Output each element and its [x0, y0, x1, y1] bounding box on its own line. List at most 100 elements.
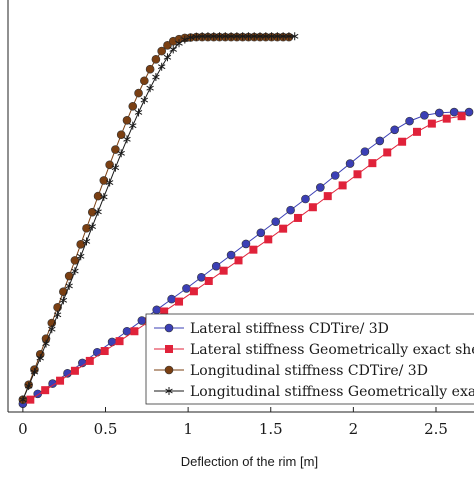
data-point	[204, 32, 212, 41]
data-point	[169, 45, 177, 54]
data-point	[157, 46, 166, 56]
legend-entry: Longitudinal stiffness Geometrically exa	[154, 384, 474, 400]
legend-box	[145, 313, 474, 405]
legend: Lateral stiffness CDTire/ 3D Lateral stif…	[145, 313, 474, 405]
data-point	[256, 32, 264, 41]
data-point	[82, 223, 91, 233]
data-point	[375, 136, 385, 146]
data-point	[301, 194, 310, 204]
data-point	[360, 147, 370, 156]
data-point	[151, 55, 161, 64]
data-point	[152, 73, 160, 82]
data-point	[111, 145, 120, 154]
plot-area	[18, 32, 474, 409]
data-point	[267, 32, 276, 41]
data-point	[256, 228, 266, 238]
legend-label: Lateral stiffness CDTire/ 3D	[190, 321, 389, 337]
data-point	[105, 160, 114, 170]
data-point	[71, 267, 79, 276]
x-tick-label: 0	[18, 420, 28, 438]
series-1	[18, 107, 474, 409]
data-point	[116, 130, 126, 140]
data-point	[41, 386, 50, 395]
data-point	[210, 32, 218, 41]
data-point	[241, 239, 251, 249]
data-point	[221, 32, 230, 41]
data-point	[398, 137, 407, 146]
data-point	[175, 297, 184, 306]
data-point	[405, 116, 414, 126]
data-point	[145, 64, 155, 74]
data-point	[215, 32, 224, 41]
data-point	[249, 245, 258, 254]
data-point	[285, 32, 293, 41]
data-point	[146, 84, 154, 93]
x-axis-title: Deflection of the rim [m]	[181, 454, 318, 469]
data-point	[226, 250, 236, 260]
legend-entry: Lateral stiffness CDTire/ 3D	[154, 321, 389, 337]
series-4	[19, 32, 299, 404]
data-point	[128, 101, 138, 111]
x-tick-label: 2.5	[424, 420, 448, 438]
data-point	[264, 235, 273, 244]
data-point	[442, 114, 451, 123]
legend-label: Lateral stiffness Geometrically exact sh…	[190, 342, 474, 358]
data-point	[316, 183, 325, 192]
data-point	[323, 192, 332, 201]
data-point	[167, 294, 176, 304]
data-point	[100, 347, 109, 356]
data-point	[99, 176, 109, 185]
data-point	[290, 32, 299, 41]
data-point	[457, 112, 466, 121]
data-point	[279, 32, 287, 41]
data-point	[262, 32, 270, 41]
data-point	[100, 192, 108, 201]
data-point	[134, 108, 143, 117]
data-point	[56, 376, 65, 385]
legend-label: Longitudinal stiffness CDTire/ 3D	[190, 363, 428, 379]
data-point	[330, 171, 340, 180]
series-2	[26, 112, 466, 404]
data-point	[233, 32, 241, 41]
data-point	[130, 327, 139, 336]
data-point	[134, 88, 143, 98]
x-axis: Deflection of the rim [m] 0 0.5 1 1.5 2 2.5	[7, 0, 474, 469]
data-point	[219, 266, 228, 275]
data-point	[117, 149, 125, 158]
data-point	[85, 356, 94, 365]
data-point	[273, 32, 282, 41]
data-point	[94, 207, 102, 216]
data-point	[198, 32, 206, 41]
data-point	[48, 325, 56, 334]
data-point	[175, 39, 183, 48]
data-point	[204, 276, 213, 285]
data-point	[464, 107, 474, 117]
legend-swatch-marker	[165, 345, 173, 353]
x-tick-label: 1	[183, 420, 193, 438]
data-point	[26, 395, 35, 404]
data-point	[345, 159, 355, 168]
data-point	[42, 339, 50, 348]
data-point	[87, 207, 97, 217]
data-point	[137, 316, 147, 325]
x-tick-label: 1.5	[259, 420, 283, 438]
data-point	[368, 159, 377, 168]
data-point	[163, 53, 172, 62]
data-point	[271, 217, 281, 226]
data-point	[211, 261, 221, 271]
data-point	[338, 181, 347, 190]
data-point	[76, 240, 86, 249]
data-point	[383, 148, 392, 157]
data-point	[157, 62, 166, 71]
data-point	[390, 125, 399, 135]
data-point	[30, 368, 39, 377]
data-point	[76, 252, 85, 261]
data-point	[53, 310, 62, 319]
data-point	[115, 337, 124, 346]
data-point	[129, 121, 137, 130]
data-point	[105, 178, 114, 187]
data-point	[182, 284, 191, 293]
data-point	[88, 222, 96, 231]
data-point	[140, 76, 149, 86]
